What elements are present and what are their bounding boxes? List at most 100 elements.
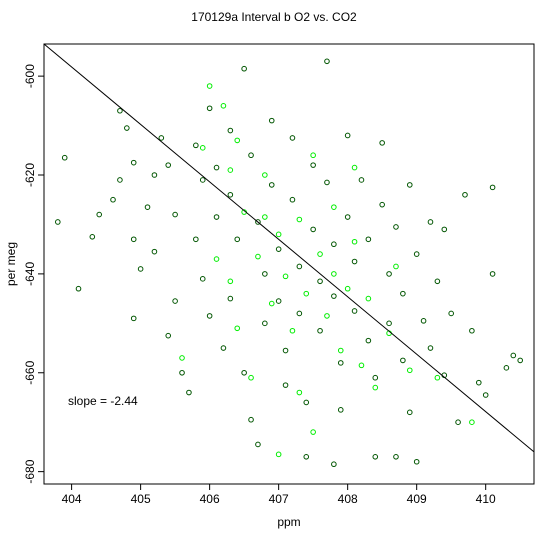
data-point (310, 429, 316, 435)
data-point (227, 127, 234, 134)
data-point (220, 102, 227, 109)
data-point (365, 236, 372, 243)
plot-frame (43, 43, 535, 485)
data-point (331, 293, 337, 299)
data-point (455, 419, 461, 426)
data-point (351, 258, 358, 265)
data-point (262, 271, 268, 277)
data-point (220, 345, 227, 351)
data-point (469, 327, 475, 334)
data-point (199, 276, 206, 282)
data-point (434, 278, 441, 285)
data-point (255, 253, 261, 260)
data-point (331, 461, 337, 468)
data-point (310, 162, 316, 168)
data-point (151, 172, 158, 178)
data-point (179, 369, 185, 376)
y-tick-label: -600 (23, 64, 37, 88)
data-point (296, 310, 303, 317)
y-axis-label: per meg (4, 242, 18, 286)
data-point (358, 362, 365, 369)
x-axis-label: ppm (277, 515, 300, 529)
data-point (275, 231, 282, 238)
data-point (213, 164, 220, 171)
data-point (317, 251, 323, 257)
data-point (206, 313, 213, 319)
data-point (282, 347, 289, 354)
data-point (234, 236, 241, 243)
data-point (441, 226, 448, 233)
data-point (351, 308, 358, 314)
data-point (406, 182, 413, 188)
data-point (268, 182, 275, 188)
data-point (130, 236, 137, 243)
data-point (344, 285, 351, 292)
data-point (386, 320, 392, 327)
data-point (96, 211, 103, 218)
data-point (172, 211, 178, 218)
data-point (331, 271, 337, 277)
data-point (179, 355, 185, 361)
data-point (227, 278, 234, 285)
data-point (482, 392, 489, 398)
data-point (248, 152, 254, 159)
data-point (475, 379, 482, 386)
data-point (144, 204, 151, 210)
data-point (61, 154, 68, 161)
data-point (199, 145, 206, 151)
data-point (372, 454, 379, 460)
data-point (241, 369, 247, 376)
data-point (413, 458, 420, 465)
data-point (317, 327, 323, 334)
data-point (358, 177, 365, 183)
data-point (193, 142, 199, 149)
data-point (331, 241, 337, 248)
x-tick-label: 407 (269, 492, 289, 506)
data-point (503, 365, 510, 371)
data-point (517, 357, 523, 364)
data-point (89, 234, 96, 240)
y-tick-label: -680 (23, 459, 37, 483)
data-point (331, 204, 337, 210)
x-tick-label: 410 (476, 492, 496, 506)
data-point (199, 177, 206, 183)
data-point (117, 107, 123, 114)
y-tick-label: -620 (23, 163, 37, 187)
data-point (400, 290, 406, 297)
y-tick-label: -640 (23, 262, 37, 286)
data-point (124, 125, 130, 131)
data-point (303, 290, 310, 297)
data-point (462, 191, 468, 198)
data-point (372, 374, 379, 381)
data-point (489, 271, 496, 277)
data-point (241, 65, 247, 72)
data-point (296, 263, 303, 270)
data-point (289, 135, 296, 141)
data-point (262, 172, 268, 178)
data-point (372, 384, 379, 391)
data-point (275, 451, 282, 458)
data-point (379, 201, 385, 208)
data-point (406, 409, 413, 416)
data-point (165, 162, 172, 168)
data-point (193, 236, 199, 243)
data-point (289, 327, 296, 334)
data-point (324, 313, 330, 319)
data-point (296, 216, 303, 223)
data-point (420, 318, 427, 324)
data-point (206, 105, 213, 112)
fit-line (43, 43, 535, 453)
data-point (213, 256, 220, 262)
data-point (227, 295, 234, 302)
data-point (130, 159, 137, 166)
data-point (289, 196, 296, 203)
data-point (227, 167, 234, 173)
data-point (255, 219, 261, 225)
data-point (268, 117, 275, 124)
data-point (117, 177, 123, 183)
data-point (351, 164, 358, 171)
data-point (324, 58, 330, 65)
data-point (427, 345, 434, 351)
data-point (75, 285, 82, 292)
